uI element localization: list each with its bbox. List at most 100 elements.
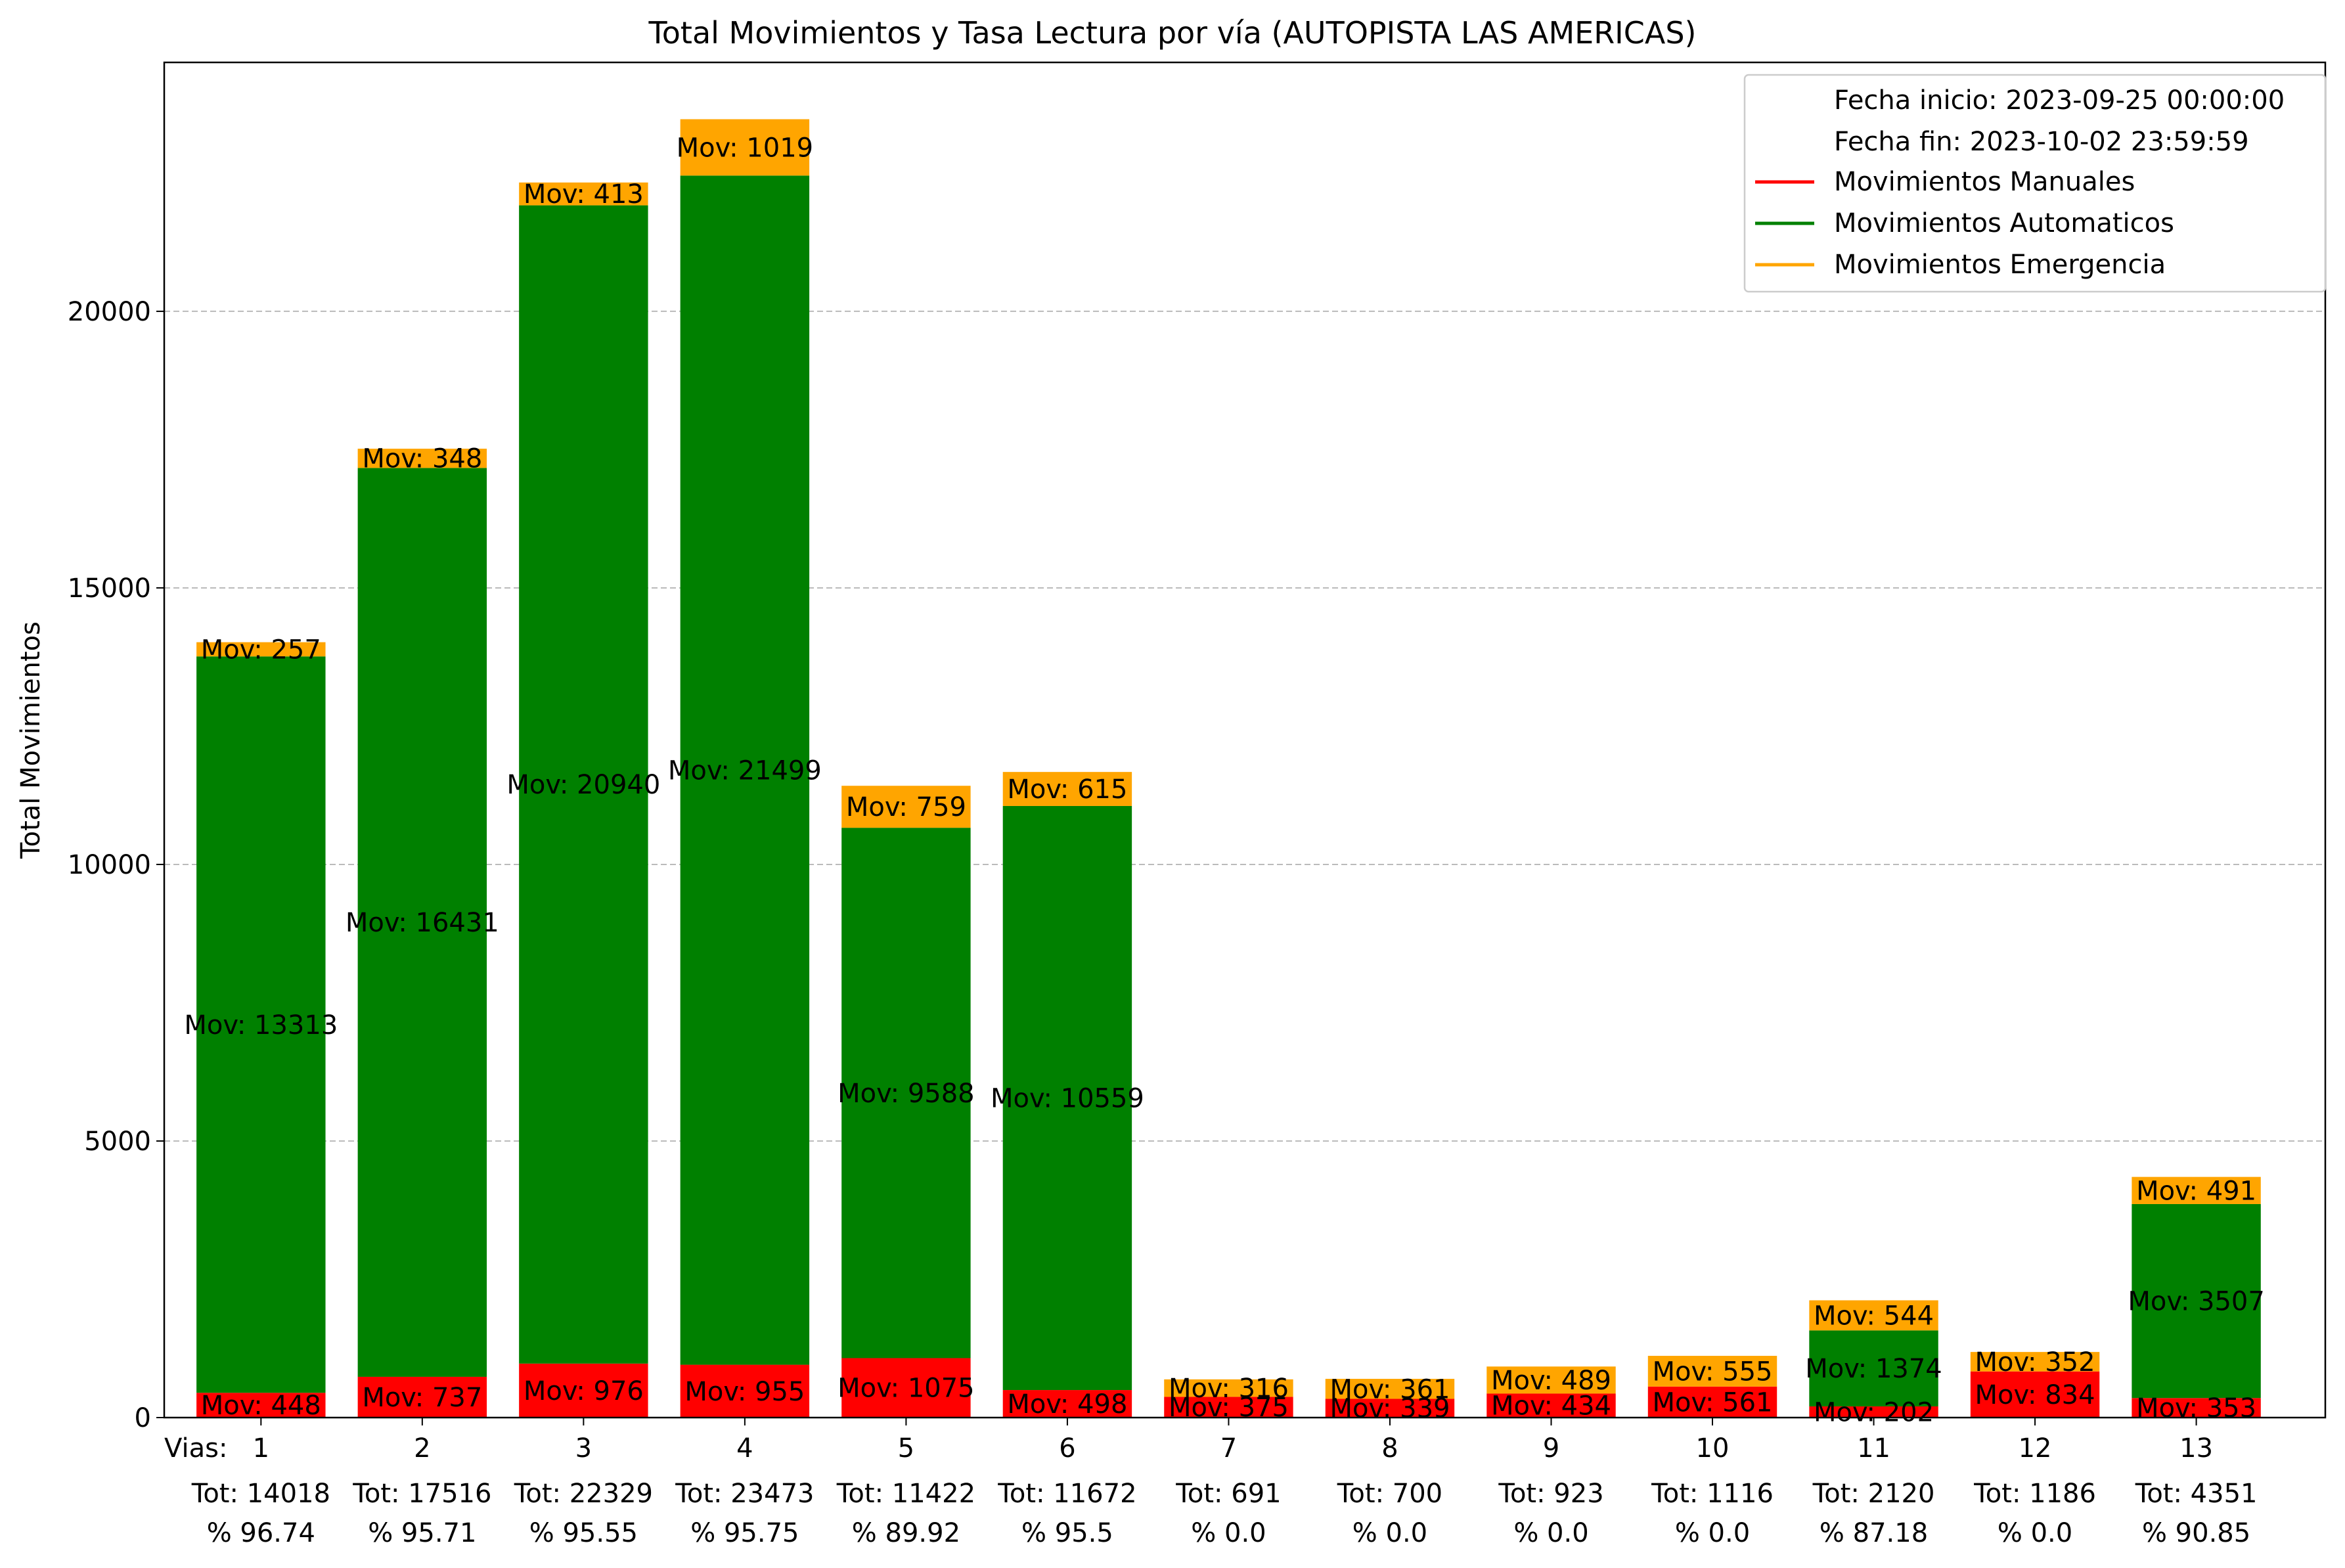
y-tick-label: 15000	[68, 573, 151, 604]
rate-label: % 89.92	[852, 1518, 960, 1548]
x-axis: Vias: 1 Tot: 14018 % 96.74 2 Tot: 17516 % 95.…	[164, 1418, 2257, 1548]
total-label: Tot: 923	[1498, 1479, 1603, 1509]
rate-label: % 90.85	[2142, 1518, 2250, 1548]
bar-label-automatic: Mov: 3507	[2128, 1287, 2264, 1317]
bar-label-manual: Mov: 955	[684, 1377, 805, 1407]
rate-label: % 87.18	[1820, 1518, 1928, 1548]
bar-emergency	[196, 642, 326, 657]
bar-emergency	[1325, 1379, 1455, 1399]
bar-manual	[1164, 1397, 1293, 1418]
bar-automatic	[357, 468, 487, 1377]
bar-label-emergency: Mov: 316	[1169, 1374, 1289, 1404]
x-tick-label: 5	[898, 1433, 914, 1464]
bar-manual	[1970, 1371, 2100, 1418]
rate-label: % 0.0	[1352, 1518, 1427, 1548]
legend-box	[1743, 74, 2327, 293]
total-label: Tot: 2120	[1812, 1479, 1935, 1509]
bar-emergency	[519, 182, 648, 206]
bar-label-emergency: Mov: 491	[2136, 1176, 2256, 1206]
bar-manual	[357, 1376, 487, 1418]
legend: Fecha inicio: 2023-09-25 00:00:00 Fecha …	[1743, 74, 2327, 293]
bar-label-emergency: Mov: 348	[362, 444, 482, 474]
bar-label-automatic: Mov: 13313	[184, 1010, 338, 1041]
legend-date-start: Fecha inicio: 2023-09-25 00:00:00	[1834, 85, 2285, 116]
x-tick-label: 12	[2019, 1433, 2052, 1464]
x-tick-label: 1	[253, 1433, 269, 1464]
bar-emergency	[1970, 1352, 2100, 1372]
total-label: Tot: 17516	[352, 1479, 491, 1509]
bar-label-emergency: Mov: 489	[1491, 1366, 1611, 1396]
bar-labels-group: Mov: 448 Mov: 13313 Mov: 257 Mov: 737 Mov: 1…	[184, 133, 2264, 1427]
bar-label-emergency: Mov: 1019	[677, 133, 813, 163]
x-tick-label: 7	[1220, 1433, 1237, 1464]
bar-label-manual: Mov: 737	[362, 1383, 482, 1413]
bar-label-emergency: Mov: 759	[846, 792, 966, 822]
legend-label-2: Movimientos Automaticos	[1834, 208, 2174, 238]
x-axis-prefix-label: Vias:	[164, 1433, 227, 1464]
legend-label-1: Movimientos Manuales	[1834, 167, 2135, 197]
bar-label-emergency: Mov: 257	[201, 635, 321, 665]
rate-label: % 0.0	[1675, 1518, 1750, 1548]
x-tick-label: 6	[1059, 1433, 1075, 1464]
bar-manual	[1809, 1406, 1938, 1418]
y-tick-label: 10000	[68, 850, 151, 880]
y-tick-label: 5000	[84, 1127, 151, 1157]
bar-emergency	[1647, 1356, 1777, 1387]
total-label: Tot: 691	[1175, 1479, 1281, 1509]
bar-label-automatic: Mov: 10559	[991, 1084, 1144, 1114]
x-tick-label: 3	[575, 1433, 592, 1464]
grid-lines	[164, 310, 2325, 1142]
bar-automatic	[1002, 805, 1132, 1391]
legend-date-end: Fecha fin: 2023-10-02 23:59:59	[1834, 127, 2249, 157]
bar-manual	[1647, 1386, 1777, 1418]
bar-label-manual: Mov: 448	[201, 1391, 321, 1421]
bar-label-emergency: Mov: 544	[1814, 1301, 1934, 1331]
bar-label-emergency: Mov: 555	[1653, 1356, 1773, 1387]
bar-emergency	[1486, 1366, 1616, 1394]
x-tick-label: 4	[736, 1433, 753, 1464]
rate-label: % 95.75	[690, 1518, 799, 1548]
x-tick-label: 11	[1857, 1433, 1890, 1464]
bar-manual	[196, 1393, 326, 1418]
bar-label-emergency: Mov: 413	[524, 179, 644, 210]
total-label: Tot: 1186	[1973, 1479, 2096, 1509]
total-label: Tot: 1116	[1651, 1479, 1774, 1509]
rate-label: % 95.71	[368, 1518, 476, 1548]
total-label: Tot: 700	[1337, 1479, 1442, 1509]
bar-emergency	[841, 786, 971, 828]
y-axis-label: Total Movimientos	[16, 621, 46, 859]
bar-label-emergency: Mov: 615	[1007, 774, 1127, 805]
rate-label: % 0.0	[1998, 1518, 2072, 1548]
bar-automatic	[196, 656, 326, 1393]
bar-label-automatic: Mov: 1374	[1805, 1354, 1942, 1384]
bar-label-manual: Mov: 1075	[838, 1374, 974, 1404]
bar-emergency	[1164, 1379, 1293, 1397]
bar-manual	[519, 1363, 648, 1418]
x-tick-label: 13	[2179, 1433, 2213, 1464]
bar-label-manual: Mov: 976	[524, 1376, 644, 1406]
bars-group	[196, 119, 2261, 1418]
x-tick-label: 2	[414, 1433, 430, 1464]
bar-manual	[2132, 1398, 2261, 1418]
bar-manual	[680, 1364, 810, 1418]
bar-automatic	[1809, 1330, 1938, 1406]
bar-automatic	[680, 175, 810, 1365]
bar-label-emergency: Mov: 361	[1329, 1374, 1450, 1404]
rate-label: % 0.0	[1191, 1518, 1266, 1548]
x-tick-label: 10	[1696, 1433, 1730, 1464]
total-label: Tot: 23473	[675, 1479, 814, 1509]
rate-label: % 95.5	[1021, 1518, 1113, 1548]
y-tick-label: 20000	[68, 297, 151, 327]
bar-emergency	[2132, 1176, 2261, 1204]
rate-label: % 95.55	[529, 1518, 638, 1548]
bar-emergency	[1809, 1300, 1938, 1331]
total-label: Tot: 22329	[514, 1479, 653, 1509]
legend-label-3: Movimientos Emergencia	[1834, 250, 2166, 280]
bar-manual	[1486, 1393, 1616, 1418]
x-tick-label: 8	[1381, 1433, 1398, 1464]
legend-entries: Movimientos Manuales Movimientos Automati…	[1755, 167, 2174, 280]
bar-label-automatic: Mov: 16431	[346, 908, 499, 938]
chart-title: Total Movimientos y Tasa Lectura por vía…	[648, 15, 1697, 51]
